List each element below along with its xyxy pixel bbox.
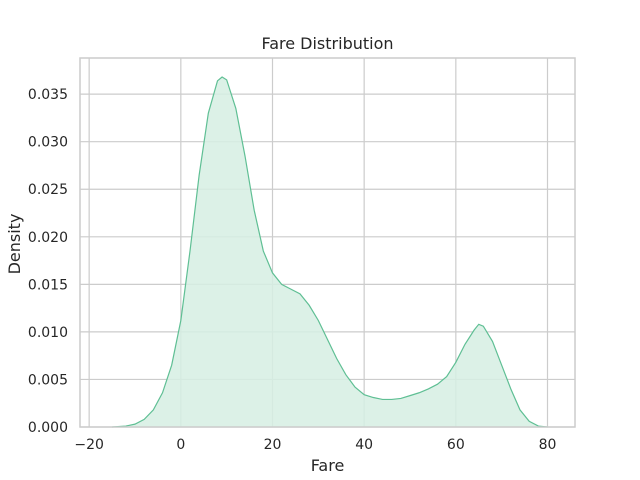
x-tick-label: 20: [264, 437, 282, 453]
density-line: [112, 76, 548, 428]
y-tick-label: 0.035: [28, 87, 68, 103]
x-axis-ticks: −20 0 20 40 60 80: [74, 437, 556, 453]
y-tick-label: 0.005: [28, 372, 68, 388]
y-tick-label: 0.010: [28, 325, 68, 341]
x-tick-label: −20: [74, 437, 104, 453]
x-tick-label: 40: [355, 437, 373, 453]
y-axis-ticks: 0.000 0.005 0.010 0.015 0.020 0.025 0.030 0.035: [28, 87, 68, 436]
chart-title: Fare Distribution: [261, 34, 393, 53]
grid: [80, 58, 575, 428]
y-tick-label: 0.025: [28, 182, 68, 198]
x-tick-label: 0: [176, 437, 185, 453]
x-axis-title: Fare: [311, 456, 345, 475]
axes-frame: [79, 57, 576, 428]
y-tick-label: 0.015: [28, 277, 68, 293]
x-tick-label: 60: [447, 437, 465, 453]
y-axis-title: Density: [5, 214, 24, 275]
data-layer: [112, 76, 548, 428]
x-tick-label: 80: [539, 437, 557, 453]
density-fill-area: [112, 77, 548, 428]
y-tick-label: 0.030: [28, 135, 68, 151]
y-tick-label: 0.000: [28, 420, 68, 436]
y-tick-label: 0.020: [28, 230, 68, 246]
